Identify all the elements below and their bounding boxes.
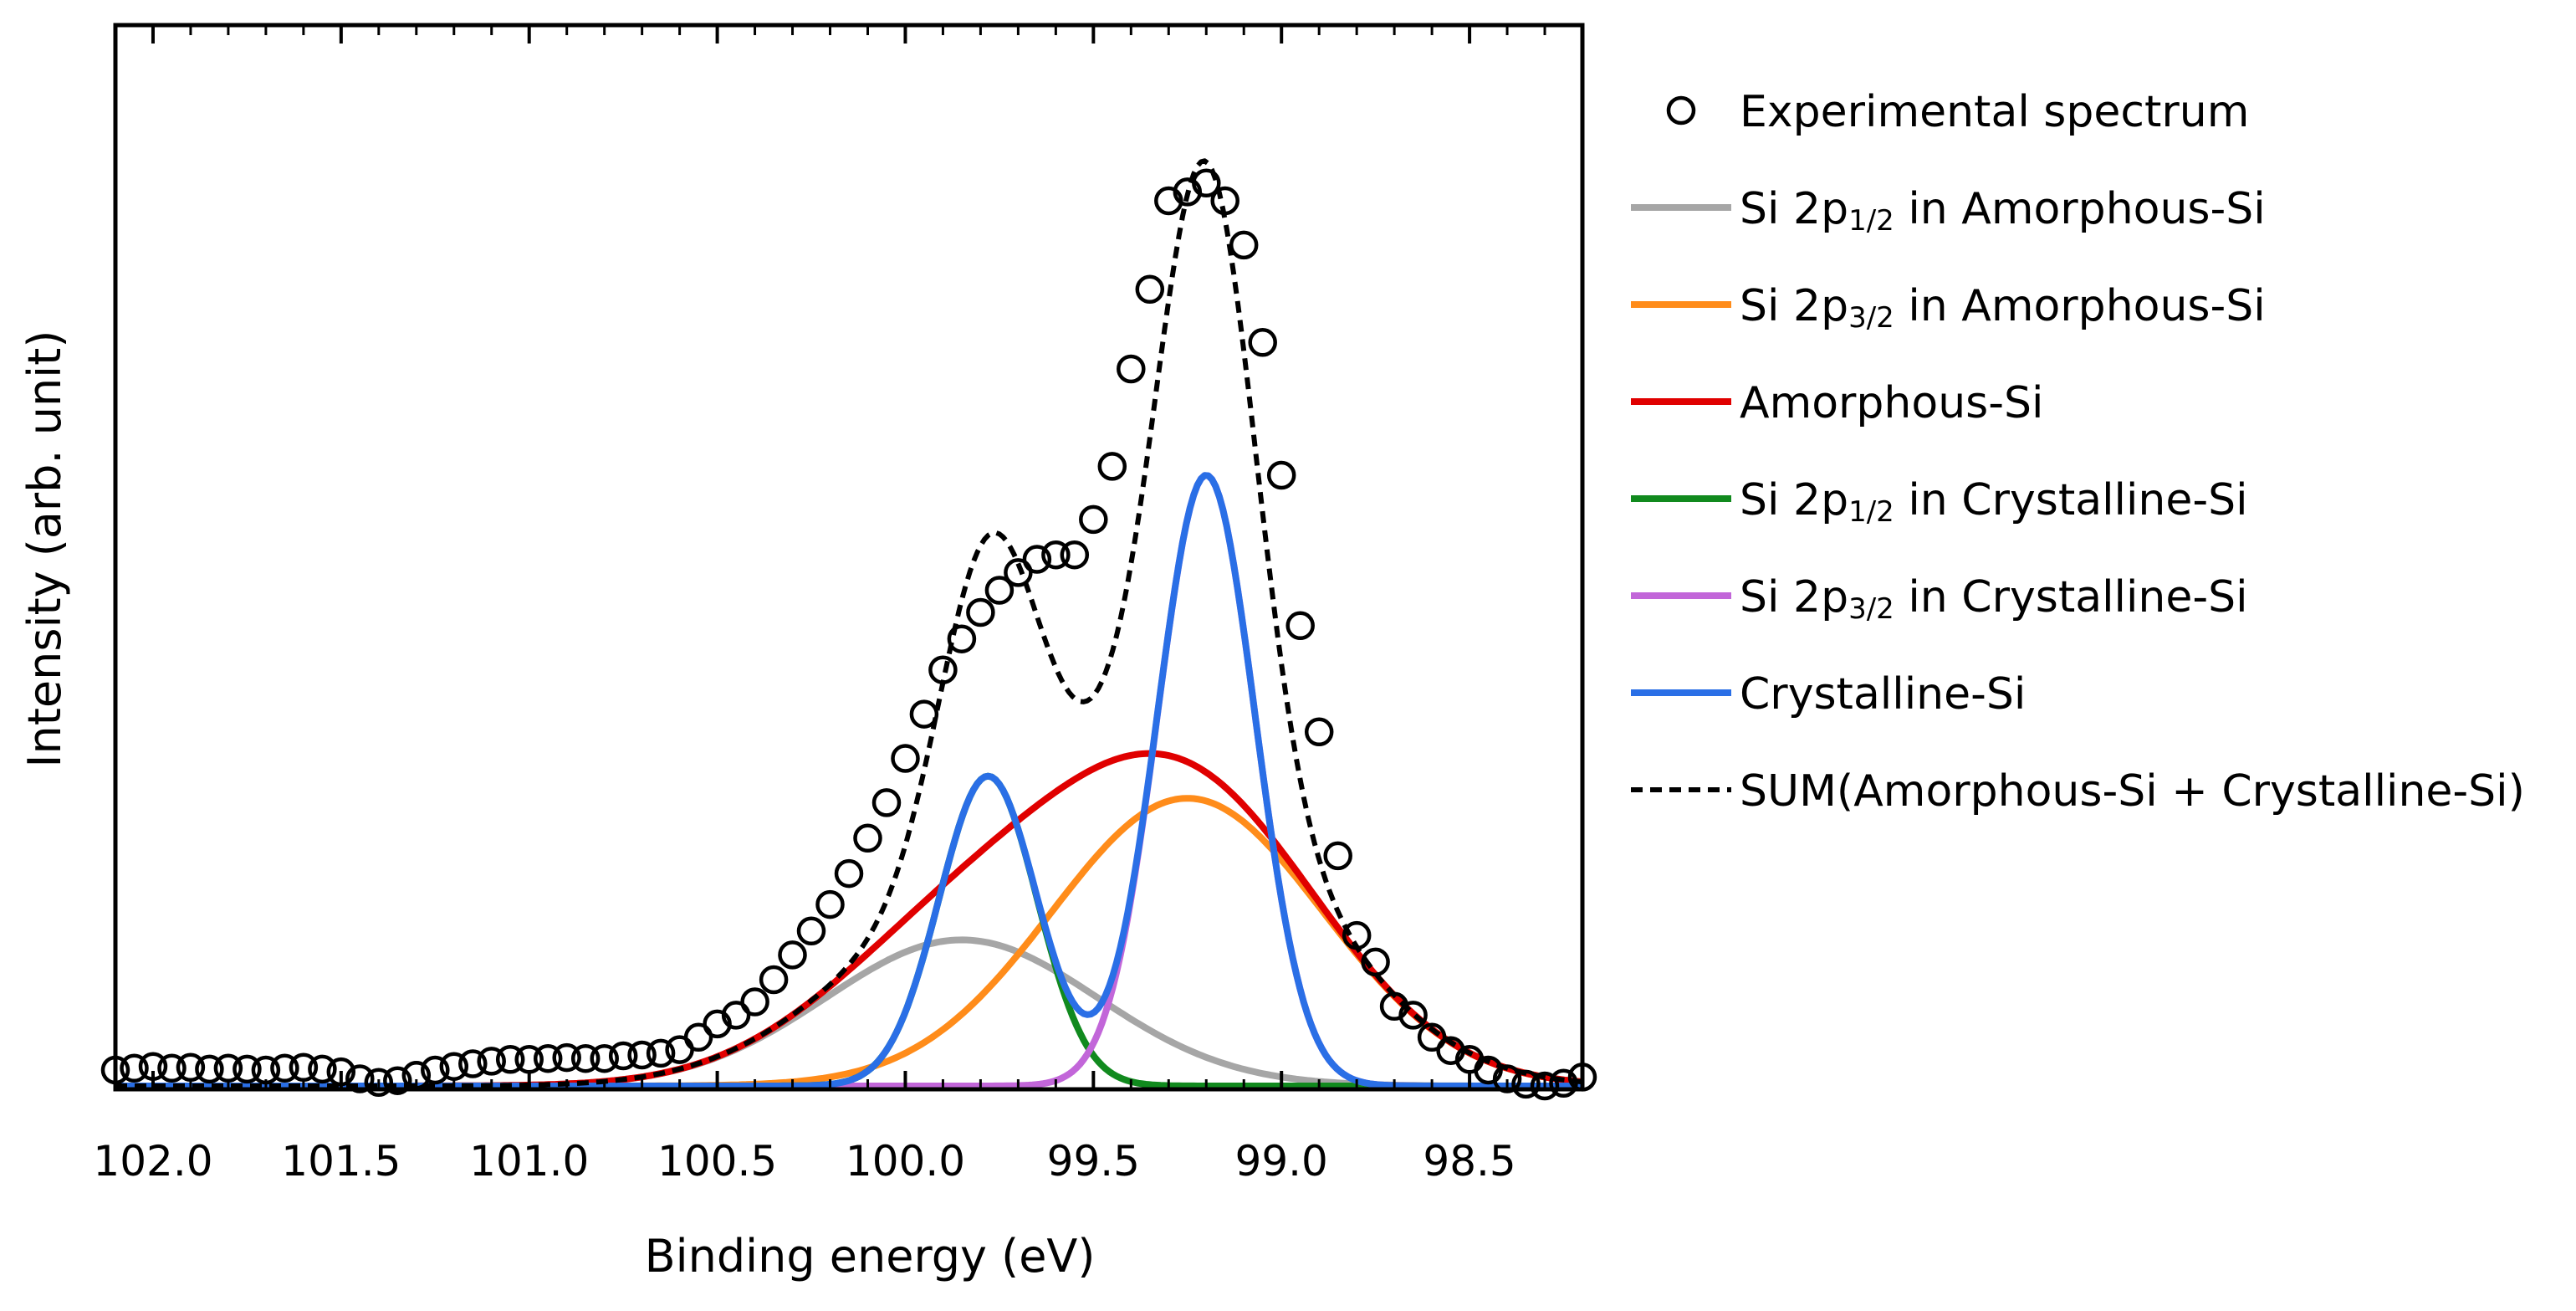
data-point xyxy=(1549,1068,1578,1098)
experimental-points xyxy=(100,168,1597,1101)
legend-label: SUM(Amorphous-Si + Crystalline-Si) xyxy=(1740,766,2525,817)
plot-frame xyxy=(113,23,1585,1092)
data-point xyxy=(1266,460,1296,490)
data-point xyxy=(909,699,939,729)
data-point xyxy=(853,823,882,853)
data-point xyxy=(552,1042,581,1073)
x-tick-label: 99.5 xyxy=(1047,1137,1140,1186)
data-point xyxy=(477,1047,506,1076)
data-point xyxy=(928,655,958,684)
data-point xyxy=(1041,540,1071,570)
data-point xyxy=(383,1066,412,1095)
data-point xyxy=(627,1040,657,1070)
legend-label: Amorphous-Si xyxy=(1740,378,2043,428)
legend-label: Crystalline-Si xyxy=(1740,669,2026,720)
data-point xyxy=(533,1043,563,1073)
data-point xyxy=(1135,274,1165,305)
curves xyxy=(115,158,1582,1089)
data-point xyxy=(1192,168,1221,198)
data-point xyxy=(1398,1001,1428,1030)
data-point xyxy=(421,1055,450,1085)
series-line-sum-amorphous-si-crystalline-si xyxy=(115,158,1582,1088)
data-point xyxy=(1060,540,1090,570)
data-point xyxy=(796,916,826,946)
data-point xyxy=(1323,841,1352,871)
x-tick-label: 99.0 xyxy=(1235,1137,1328,1186)
legend-label: Si 2p3/2 in Crystalline-Si xyxy=(1740,572,2248,626)
data-point xyxy=(364,1068,394,1098)
data-point xyxy=(1004,558,1033,587)
x-tick-label: 101.5 xyxy=(281,1137,401,1186)
data-point xyxy=(1022,545,1052,574)
x-axis: 102.0 101.5 101.0 100.5 100.0 99.5 99.0 98.5 xyxy=(93,25,1584,1186)
data-point xyxy=(1117,354,1146,384)
x-tick-label: 100.0 xyxy=(846,1137,965,1186)
data-point xyxy=(570,1043,601,1073)
legend: Experimental spectrum Si 2p1/2 in Amorpho… xyxy=(1631,87,2525,817)
data-point xyxy=(891,744,920,773)
series-line-crystalline-si xyxy=(115,472,1582,1089)
data-point xyxy=(1248,328,1277,357)
data-point xyxy=(1210,186,1239,216)
series-line-si-2p1-2-in-crystalline-si xyxy=(115,772,1582,1089)
data-point xyxy=(1285,611,1315,641)
data-point xyxy=(1097,452,1127,481)
data-point xyxy=(1229,230,1259,260)
data-point xyxy=(815,889,845,919)
data-point xyxy=(308,1054,337,1084)
data-point xyxy=(1342,920,1372,950)
x-axis-label: Binding energy (eV) xyxy=(645,1230,1096,1283)
series-line-si-2p3-2-in-amorphous-si xyxy=(115,795,1582,1089)
x-tick-label: 98.5 xyxy=(1423,1137,1515,1186)
data-point xyxy=(778,940,807,970)
series-line-amorphous-si xyxy=(115,750,1582,1089)
data-point xyxy=(590,1043,619,1073)
data-point xyxy=(270,1053,299,1083)
data-point xyxy=(740,987,769,1017)
data-point xyxy=(233,1054,262,1084)
x-tick-label: 101.0 xyxy=(469,1137,589,1186)
data-point xyxy=(120,1053,149,1083)
data-point xyxy=(1511,1069,1541,1099)
y-axis-label: Intensity (arb. unit) xyxy=(18,330,71,768)
data-point xyxy=(683,1022,713,1052)
data-point xyxy=(458,1049,488,1078)
data-point xyxy=(157,1053,187,1083)
x-tick-label: 100.5 xyxy=(657,1137,777,1186)
x-tick-label: 102.0 xyxy=(93,1137,212,1186)
data-point xyxy=(439,1052,469,1081)
data-point xyxy=(608,1041,638,1071)
series-line-si-2p3-2-in-crystalline-si xyxy=(115,472,1582,1089)
legend-label: Si 2p1/2 in Crystalline-Si xyxy=(1740,475,2248,529)
plot-area xyxy=(100,23,1597,1101)
data-point xyxy=(721,1001,751,1030)
data-point xyxy=(1417,1022,1447,1052)
data-point xyxy=(1530,1071,1560,1101)
data-point xyxy=(1304,717,1334,747)
data-point xyxy=(195,1054,224,1084)
data-point xyxy=(834,858,864,889)
data-point xyxy=(1079,504,1108,535)
data-point xyxy=(947,624,977,653)
data-point xyxy=(495,1045,525,1074)
data-point xyxy=(759,965,789,995)
legend-label: Experimental spectrum xyxy=(1740,87,2249,137)
data-point xyxy=(871,788,902,817)
legend-marker-circle xyxy=(1666,95,1696,125)
data-point xyxy=(984,576,1015,605)
data-point xyxy=(1361,947,1390,977)
data-point xyxy=(665,1035,694,1064)
data-point xyxy=(646,1038,676,1068)
legend-label: Si 2p3/2 in Amorphous-Si xyxy=(1740,281,2266,335)
data-point xyxy=(966,597,995,627)
legend-label: Si 2p1/2 in Amorphous-Si xyxy=(1740,184,2266,238)
